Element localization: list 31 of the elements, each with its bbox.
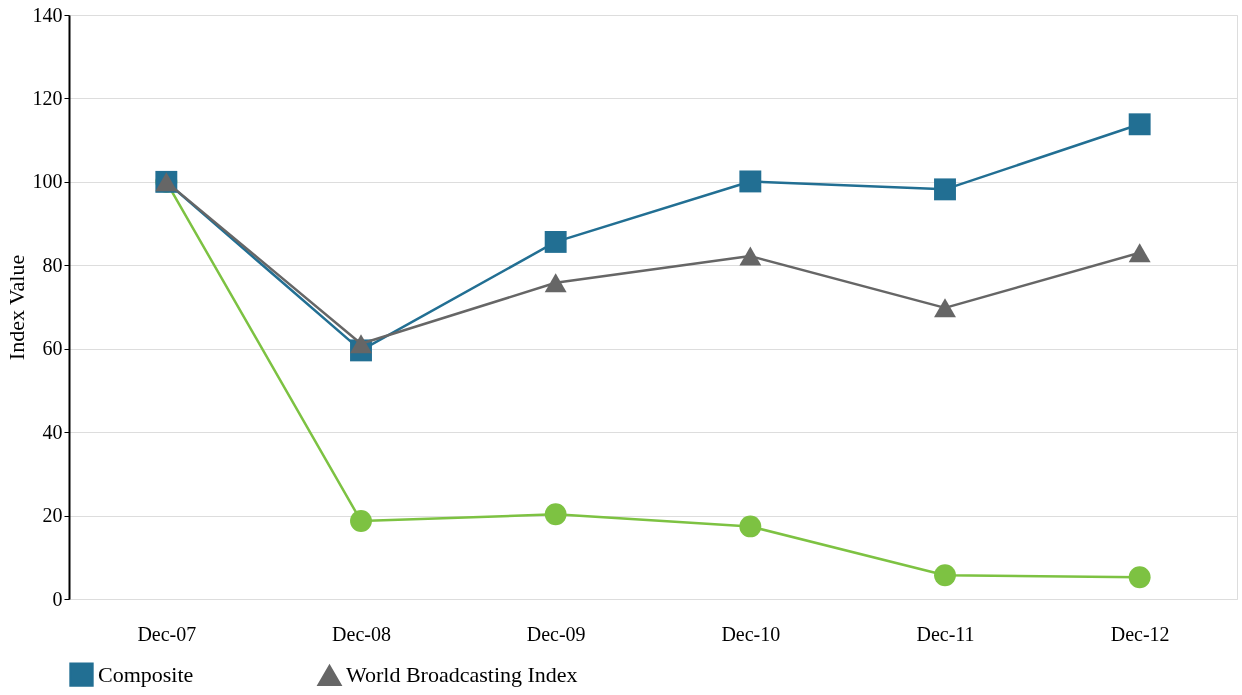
x-tick-label: Dec-11 [916, 622, 975, 645]
point [350, 510, 372, 532]
legend-label: World Broadcasting Index [346, 662, 578, 688]
y-tick-label: 60 [42, 337, 63, 360]
x-tick-label: Dec-10 [721, 622, 781, 645]
y-axis-title: Index Value [3, 254, 29, 361]
x-tick-label: Dec-08 [332, 622, 391, 645]
x-tick-label: Dec-09 [526, 622, 586, 645]
point [544, 273, 567, 293]
y-tick-label: 40 [42, 420, 63, 443]
y-tick-label: 120 [32, 86, 63, 109]
point [934, 178, 956, 201]
point [934, 564, 956, 587]
point [544, 230, 567, 253]
point [1128, 113, 1151, 136]
point [739, 515, 762, 538]
y-tick-label: 0 [52, 587, 63, 610]
point [1128, 243, 1151, 263]
point [739, 170, 762, 193]
legend-label: Composite [98, 661, 194, 687]
point [1128, 566, 1151, 589]
x-tick-label: Dec-07 [137, 622, 197, 645]
point [350, 334, 372, 354]
y-tick-label: 80 [42, 253, 63, 276]
point [739, 246, 762, 266]
point [544, 503, 567, 526]
x-tick-label: Dec-12 [1110, 622, 1170, 645]
y-tick-label: 100 [32, 170, 63, 193]
y-tick-label: 140 [32, 3, 63, 26]
point [934, 298, 956, 318]
y-tick-label: 20 [42, 504, 63, 527]
